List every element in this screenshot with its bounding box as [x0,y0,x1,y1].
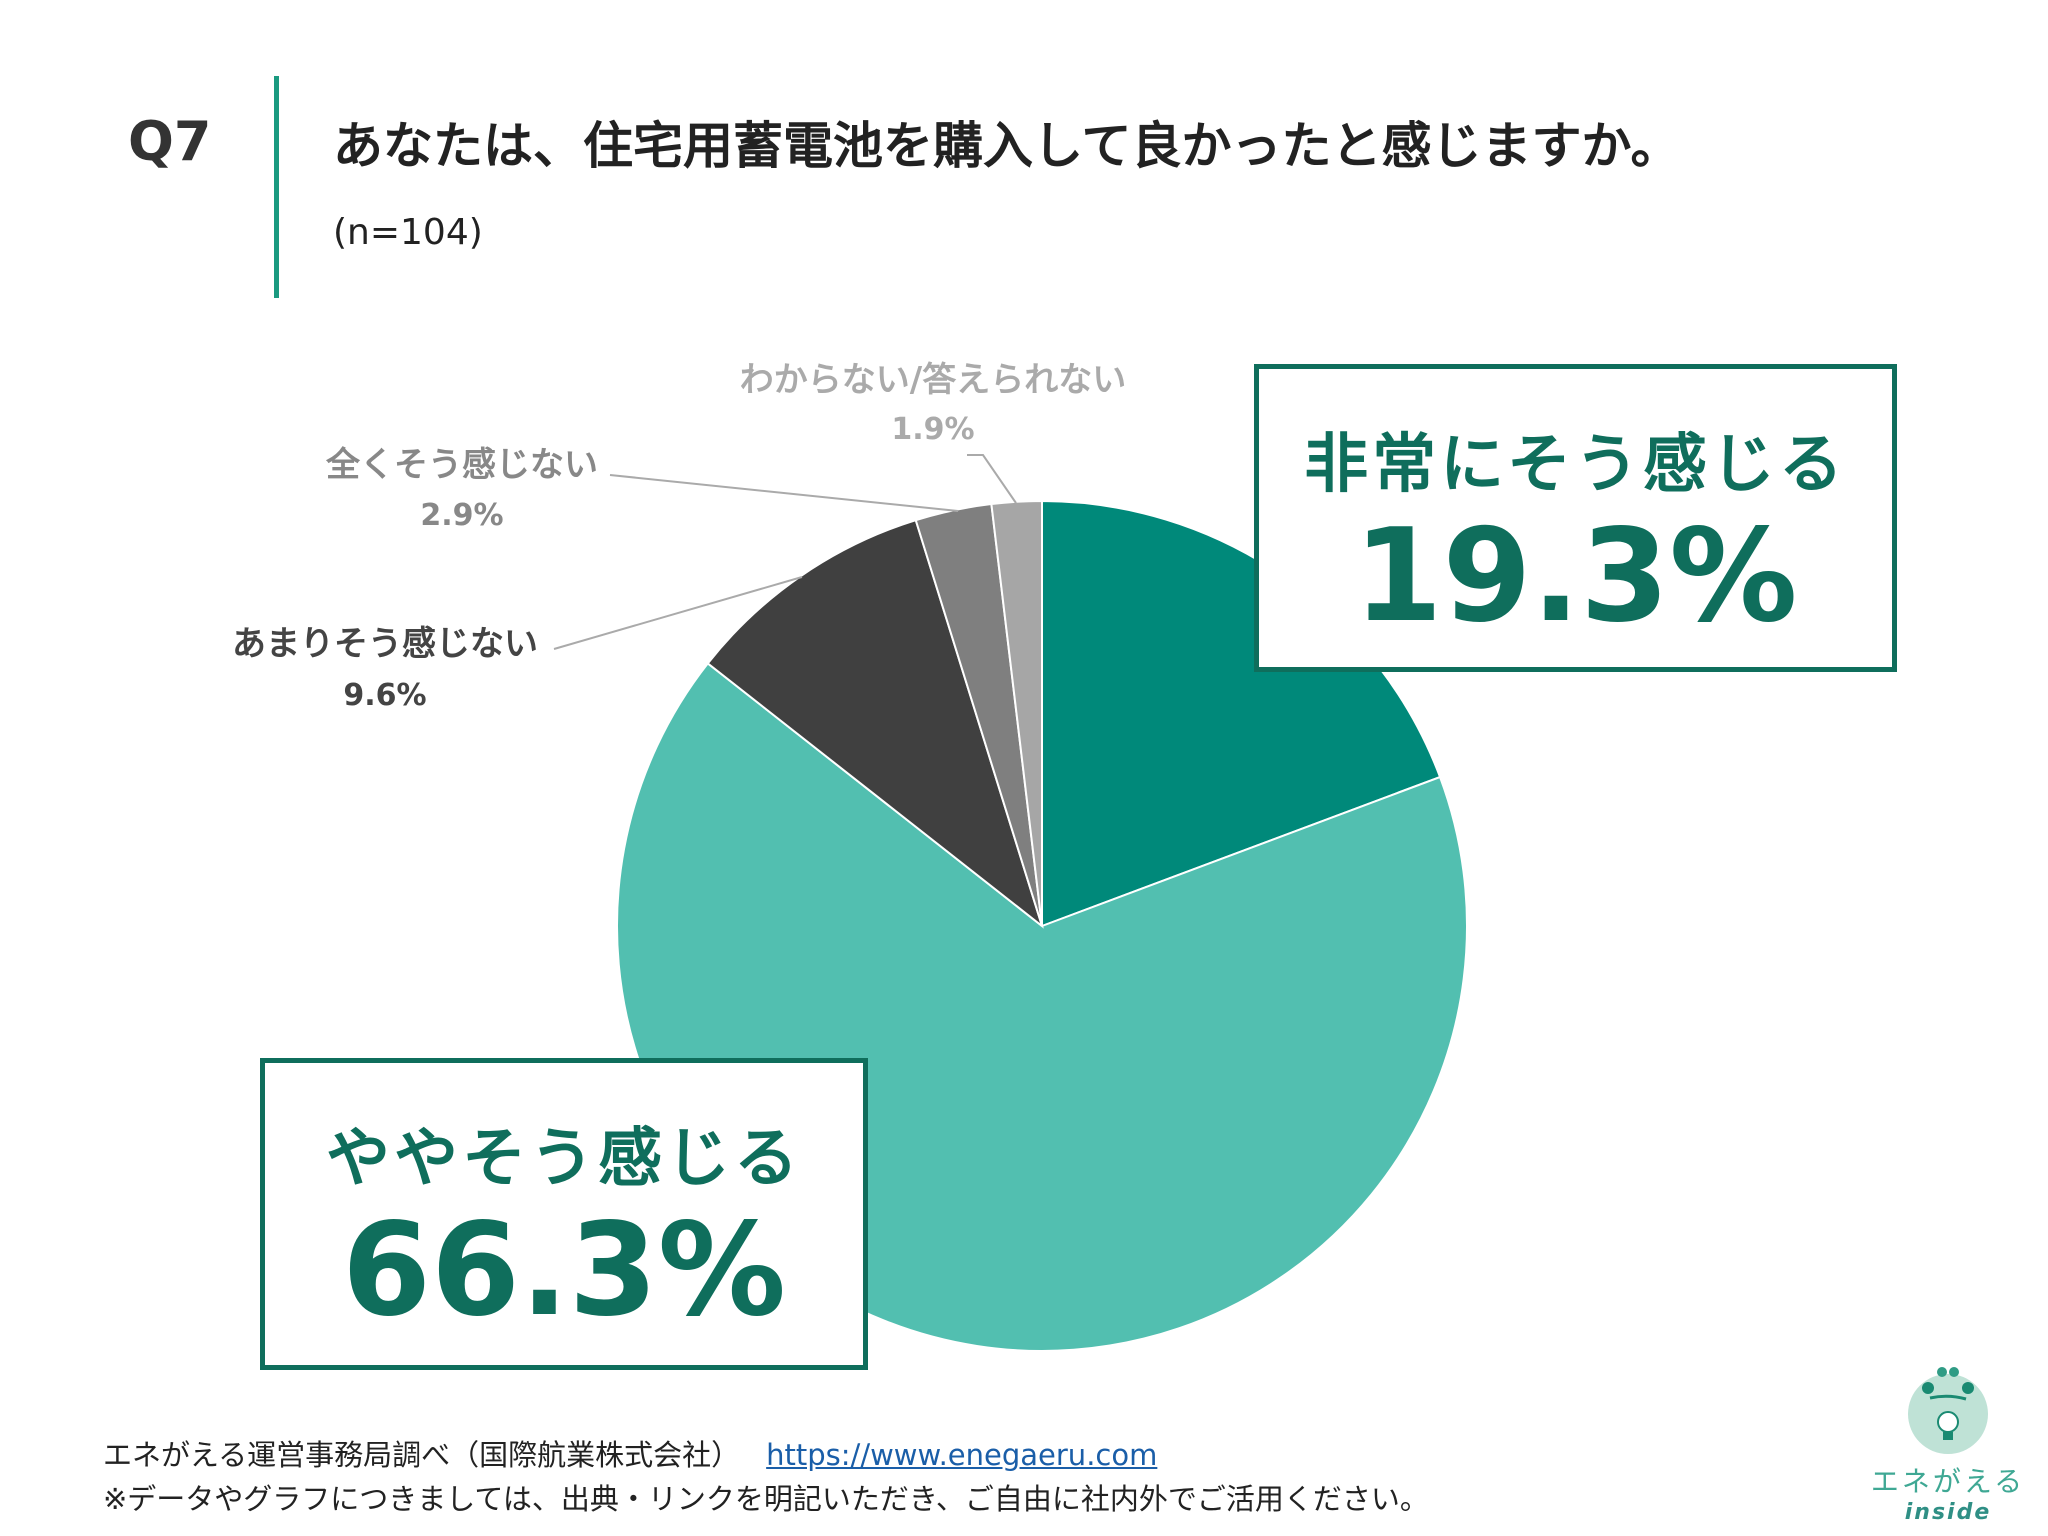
logo: エネがえる inside [1868,1366,2028,1525]
question-number: Q7 [128,110,212,173]
value-not-much: 9.6% [343,678,427,713]
label-dont-know: わからない/答えられない [739,360,1127,400]
callout-very-much: 非常にそう感じる 19.3% [1254,364,1897,672]
page-title: あなたは、住宅用蓄電池を購入して良かったと感じますか。 [333,117,1681,175]
leader-line-dont-know [967,454,1017,504]
label-very-much: 非常にそう感じる [1304,428,1847,502]
pie-slice-4 [990,499,1043,927]
value-dont-know: 1.9% [891,412,975,447]
value-very-much: 19.3% [1353,502,1798,651]
label-not-at-all: 全くそう感じない [326,445,598,485]
logo-name: エネがえる [1870,1465,2026,1498]
pie-slice-2 [706,518,1044,929]
frog-bulb-logo-icon [1908,1367,1988,1454]
usage-note: ※データやグラフにつきましては、出典・リンクを明記いただき、ご自由に社内外でご活… [103,1482,1429,1516]
source-text: エネがえる運営事務局調べ（国際航業株式会社） [103,1438,741,1472]
logo-sub: inside [1904,1500,1992,1525]
label-not-much: あまりそう感じない [232,624,538,664]
value-not-at-all: 2.9% [420,498,504,533]
source-line: エネがえる運営事務局調べ（国際航業株式会社） https://www.enegae… [103,1432,1157,1474]
sample-size: (n=104) [333,212,483,253]
leader-line-not-much [553,576,803,650]
value-somewhat: 66.3% [341,1196,787,1345]
leader-line-not-at-all [609,474,959,512]
source-link[interactable]: https://www.enegaeru.com [766,1438,1158,1472]
label-somewhat: ややそう感じる [326,1122,802,1196]
title-divider [274,76,279,298]
callout-somewhat: ややそう感じる 66.3% [260,1058,868,1370]
